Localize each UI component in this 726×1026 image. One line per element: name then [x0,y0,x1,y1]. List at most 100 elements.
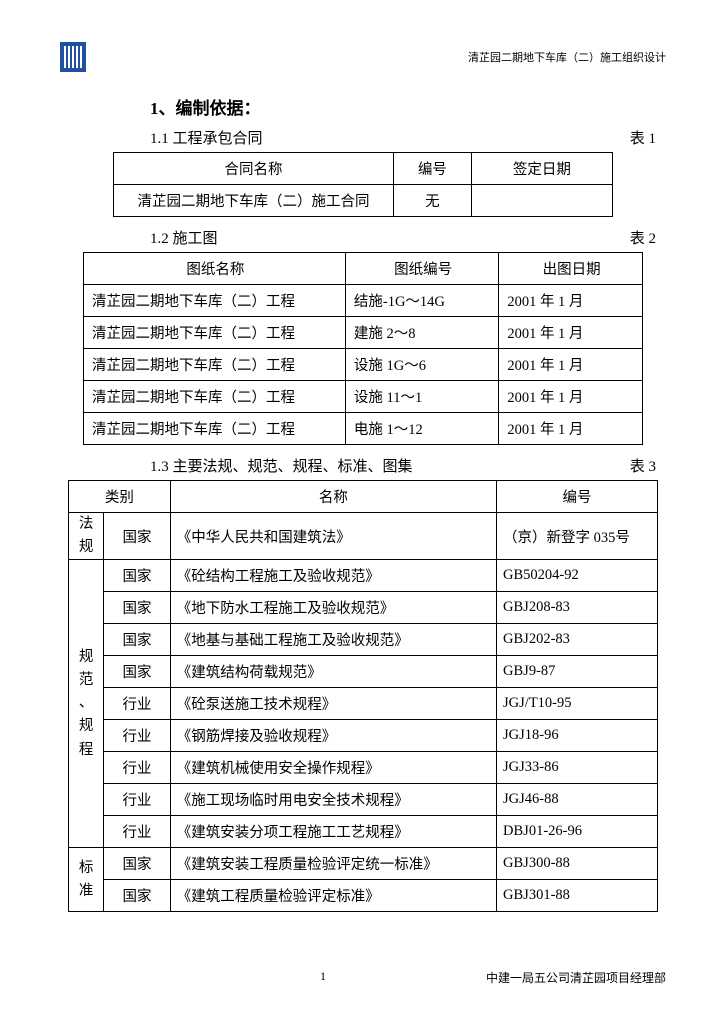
category-cell: 标准 [69,848,104,912]
table-row: 规范、规程国家《砼结构工程施工及验收规范》GB50204-92 [69,560,658,592]
cell: 电施 1～12 [345,413,498,445]
col-header: 签定日期 [471,153,612,185]
cell: JGJ/T10-95 [497,688,658,720]
table-row: 清芷园二期地下车库（二）工程设施 11～12001 年 1 月 [84,381,643,413]
cell: 设施 11～1 [345,381,498,413]
cell: 行业 [104,688,171,720]
col-header: 图纸名称 [84,253,346,285]
cell: JGJ18-96 [497,720,658,752]
subsection-1-2-label: 1.2 施工图 [150,227,218,248]
cell: GBJ9-87 [497,656,658,688]
logo-bars [64,46,82,68]
table-row: 国家《地基与基础工程施工及验收规范》GBJ202-83 [69,624,658,656]
cell: 行业 [104,784,171,816]
cell: 《钢筋焊接及验收规程》 [170,720,496,752]
cell: 国家 [104,513,171,560]
subsection-1-1-row: 1.1 工程承包合同 表 1 [150,127,656,148]
table-row: 清芷园二期地下车库（二）工程结施-1G～14G2001 年 1 月 [84,285,643,317]
subsection-1-3-label: 1.3 主要法规、规范、规程、标准、图集 [150,455,413,476]
cell: JGJ33-86 [497,752,658,784]
cell: 清芷园二期地下车库（二）工程 [84,285,346,317]
cell: 《建筑工程质量检验评定标准》 [170,880,496,912]
table-row: 行业《建筑安装分项工程施工工艺规程》DBJ01-26-96 [69,816,658,848]
table-row: 行业《钢筋焊接及验收规程》JGJ18-96 [69,720,658,752]
cell: 清芷园二期地下车库（二）工程 [84,349,346,381]
table-row: 清芷园二期地下车库（二）工程设施 1G～62001 年 1 月 [84,349,643,381]
col-header: 编号 [393,153,471,185]
cell: 《砼结构工程施工及验收规范》 [170,560,496,592]
cell: 设施 1G～6 [345,349,498,381]
table-1-contract: 合同名称 编号 签定日期 清芷园二期地下车库（二）施工合同 无 [113,152,613,217]
col-header: 出图日期 [499,253,643,285]
table-row: 国家《地下防水工程施工及验收规范》GBJ208-83 [69,592,658,624]
cell: 2001 年 1 月 [499,381,643,413]
cell: 《施工现场临时用电安全技术规程》 [170,784,496,816]
table-row: 清芷园二期地下车库（二）施工合同 无 [114,185,613,217]
table-row: 清芷园二期地下车库（二）工程电施 1～122001 年 1 月 [84,413,643,445]
table-row: 行业《建筑机械使用安全操作规程》JGJ33-86 [69,752,658,784]
cell: 国家 [104,656,171,688]
cell: 《中华人民共和国建筑法》 [170,513,496,560]
cell: 清芷园二期地下车库（二）施工合同 [114,185,394,217]
section-1-title: 1、编制依据： [150,94,666,119]
cell: 建施 2～8 [345,317,498,349]
table-row: 标准国家《建筑安装工程质量检验评定统一标准》GBJ300-88 [69,848,658,880]
col-header: 图纸编号 [345,253,498,285]
page-number: 1 [320,969,326,986]
table-row: 合同名称 编号 签定日期 [114,153,613,185]
cell: GBJ301-88 [497,880,658,912]
page-footer: 1 中建一局五公司清芷园项目经理部 [60,969,666,986]
cell: 行业 [104,720,171,752]
table-2-drawings: 图纸名称 图纸编号 出图日期 清芷园二期地下车库（二）工程结施-1G～14G20… [83,252,643,445]
cell: 《地基与基础工程施工及验收规范》 [170,624,496,656]
cell: 行业 [104,816,171,848]
cell: JGJ46-88 [497,784,658,816]
cell: 国家 [104,880,171,912]
cell: 2001 年 1 月 [499,317,643,349]
company-logo-icon [60,42,86,72]
cell: 无 [393,185,471,217]
table-row: 图纸名称 图纸编号 出图日期 [84,253,643,285]
table-row: 行业《施工现场临时用电安全技术规程》JGJ46-88 [69,784,658,816]
footer-org: 中建一局五公司清芷园项目经理部 [486,969,666,986]
cell: 《建筑安装分项工程施工工艺规程》 [170,816,496,848]
table-row: 类别 名称 编号 [69,481,658,513]
cell: 清芷园二期地下车库（二）工程 [84,317,346,349]
col-header: 合同名称 [114,153,394,185]
category-cell: 规范、规程 [69,560,104,848]
cell: 国家 [104,624,171,656]
cell: 清芷园二期地下车库（二）工程 [84,381,346,413]
table-3-regulations: 类别 名称 编号 法规国家《中华人民共和国建筑法》（京）新登字 035号规范、规… [68,480,658,912]
cell: 《建筑安装工程质量检验评定统一标准》 [170,848,496,880]
subsection-1-2-row: 1.2 施工图 表 2 [150,227,656,248]
cell: 国家 [104,560,171,592]
header-subtitle: 清芷园二期地下车库（二）施工组织设计 [468,49,666,65]
cell: GBJ300-88 [497,848,658,880]
subsection-1-1-label: 1.1 工程承包合同 [150,127,263,148]
cell: 2001 年 1 月 [499,285,643,317]
cell: GB50204-92 [497,560,658,592]
table-row: 国家《建筑工程质量检验评定标准》GBJ301-88 [69,880,658,912]
cell: 国家 [104,848,171,880]
table-row: 国家《建筑结构荷载规范》GBJ9-87 [69,656,658,688]
table-2-label: 表 2 [630,227,656,248]
cell: 2001 年 1 月 [499,349,643,381]
col-header: 编号 [497,481,658,513]
table-1-label: 表 1 [630,127,656,148]
cell: 《建筑结构荷载规范》 [170,656,496,688]
col-header: 名称 [170,481,496,513]
cell: GBJ202-83 [497,624,658,656]
cell: 结施-1G～14G [345,285,498,317]
table-row: 法规国家《中华人民共和国建筑法》（京）新登字 035号 [69,513,658,560]
table-row: 行业《砼泵送施工技术规程》JGJ/T10-95 [69,688,658,720]
page-container: 清芷园二期地下车库（二）施工组织设计 1、编制依据： 1.1 工程承包合同 表 … [0,0,726,1026]
subsection-1-3-row: 1.3 主要法规、规范、规程、标准、图集 表 3 [150,455,656,476]
page-header: 清芷园二期地下车库（二）施工组织设计 [60,42,666,72]
category-cell: 法规 [69,513,104,560]
col-header: 类别 [69,481,171,513]
cell: 清芷园二期地下车库（二）工程 [84,413,346,445]
table-row: 清芷园二期地下车库（二）工程建施 2～82001 年 1 月 [84,317,643,349]
cell: （京）新登字 035号 [497,513,658,560]
cell: 《地下防水工程施工及验收规范》 [170,592,496,624]
cell: DBJ01-26-96 [497,816,658,848]
